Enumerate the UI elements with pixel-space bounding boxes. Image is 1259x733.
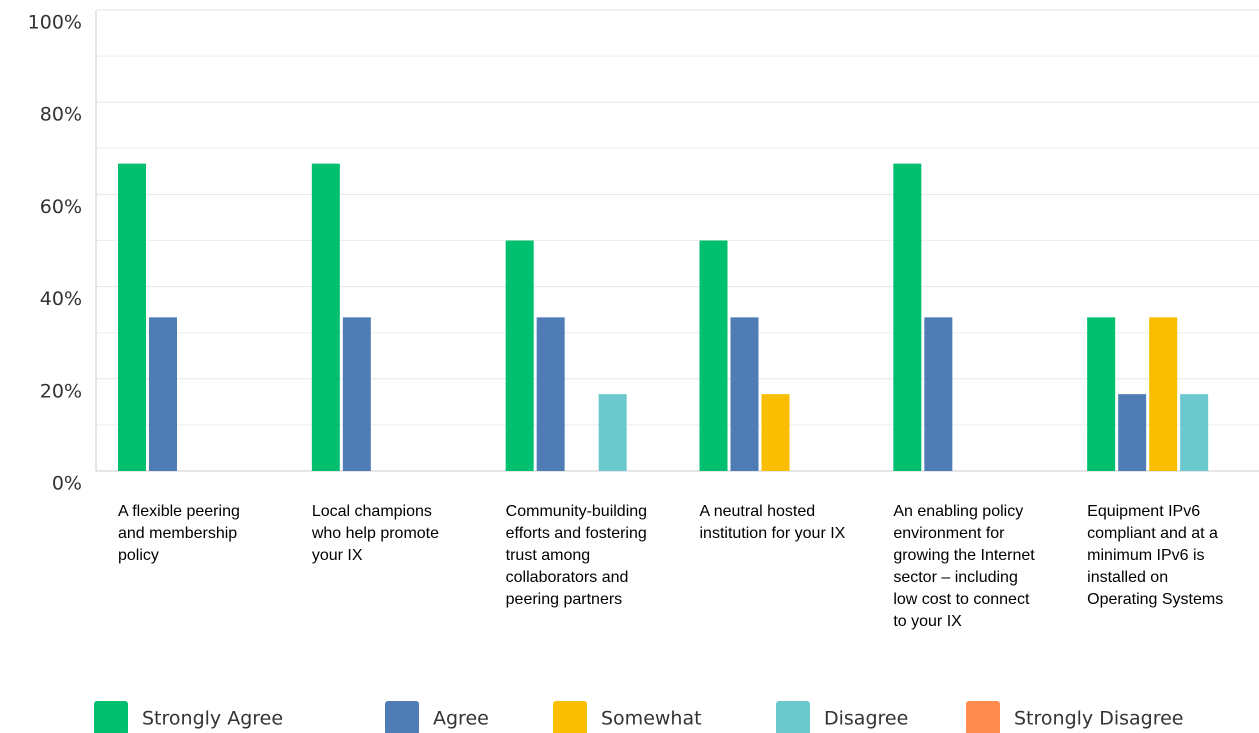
bar [1087, 317, 1116, 471]
legend-label: Agree [433, 708, 489, 730]
bar [536, 317, 565, 471]
legend-swatch [553, 701, 587, 733]
y-tick-label: 40% [40, 288, 82, 310]
bar [730, 317, 759, 471]
bar [924, 317, 953, 471]
legend-label: Strongly Disagree [1014, 708, 1183, 730]
bar [118, 163, 146, 471]
bar [1118, 394, 1147, 471]
legend-swatch [966, 701, 1000, 733]
x-tick-label: Equipment IPv6 compliant and at a minimu… [1087, 503, 1224, 608]
bar [342, 317, 371, 471]
bar [505, 240, 534, 471]
bar [893, 163, 922, 471]
bar [311, 163, 340, 471]
bar [1149, 317, 1178, 471]
y-tick-label: 100% [28, 12, 82, 34]
x-tick-label: A neutral hosted institution for your IX [699, 503, 846, 542]
bar [598, 394, 627, 471]
y-tick-label: 20% [40, 380, 82, 402]
bar [149, 317, 177, 471]
legend-label: Strongly Agree [142, 708, 283, 730]
y-tick-label: 80% [40, 104, 82, 126]
bar [699, 240, 728, 471]
bar [761, 394, 790, 471]
y-tick-label: 60% [40, 196, 82, 218]
x-tick-label: Local champions who help promote your IX [311, 503, 440, 564]
legend-swatch [776, 701, 810, 733]
x-tick-label: A flexible peering and membership policy [118, 503, 240, 564]
legend-swatch [385, 701, 419, 733]
x-tick-label: Community-building efforts and fostering… [505, 503, 648, 608]
x-tick-label: An enabling policy environment for growi… [893, 503, 1035, 630]
legend-label: Disagree [824, 708, 908, 730]
legend-label: Somewhat [601, 708, 702, 730]
bar [1180, 394, 1209, 471]
y-tick-label: 0% [52, 473, 82, 495]
legend-swatch [94, 701, 128, 733]
